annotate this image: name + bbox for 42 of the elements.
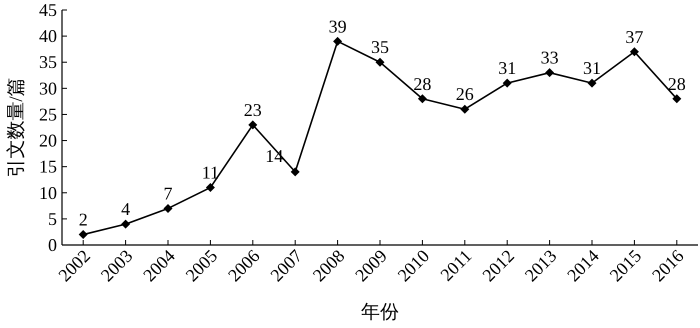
- point: [290, 167, 300, 176]
- data-label: 28: [668, 74, 686, 94]
- point: [376, 58, 384, 67]
- data-label: 28: [413, 74, 432, 94]
- data-label: 4: [121, 199, 130, 220]
- data-label: 7: [164, 183, 172, 204]
- point: [248, 120, 258, 130]
- data-label: 2: [78, 210, 88, 230]
- point: [672, 94, 682, 104]
- x-tick-label: 2011: [436, 246, 476, 285]
- y-tick-label: 15: [39, 156, 57, 177]
- point: [164, 204, 172, 213]
- data-label: 33: [540, 48, 559, 68]
- data-label: 31: [583, 58, 601, 78]
- point: [588, 78, 596, 88]
- data-label: 37: [625, 26, 644, 47]
- point: [78, 230, 88, 240]
- data-label: 11: [202, 162, 220, 183]
- data-label: 35: [371, 37, 389, 58]
- y-tick-label: 0: [48, 235, 57, 255]
- data-label: 26: [456, 84, 474, 104]
- y-tick-label: 20: [39, 130, 57, 151]
- point: [121, 220, 130, 229]
- y-tick-label: 25: [39, 104, 57, 124]
- point: [418, 94, 427, 104]
- y-tick-label: 10: [39, 182, 57, 203]
- data-label: 23: [244, 100, 262, 120]
- y-tick-label: 40: [39, 26, 57, 46]
- y-tick-label: 30: [39, 78, 57, 98]
- data-label: 31: [498, 58, 516, 78]
- y-tick-label: 35: [39, 52, 57, 72]
- point: [545, 68, 554, 78]
- y-axis-title: 引文数量/篇: [6, 77, 27, 178]
- x-axis-title: 年份: [361, 302, 399, 323]
- point: [460, 104, 470, 114]
- point: [333, 36, 342, 46]
- y-tick-label: 45: [39, 0, 57, 20]
- data-label: 39: [328, 16, 347, 36]
- y-tick-label: 5: [48, 208, 57, 229]
- point: [502, 78, 512, 88]
- point: [630, 47, 639, 56]
- point: [206, 183, 215, 192]
